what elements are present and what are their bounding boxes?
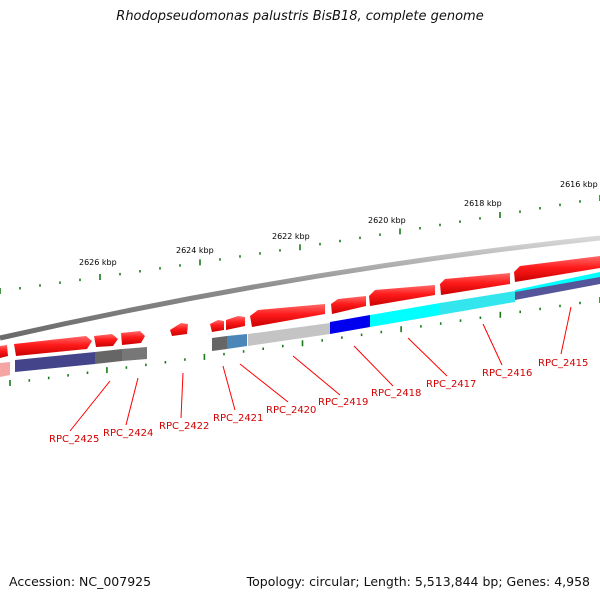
scale-tick-label: 2626 kbp [79,258,117,267]
leader-line [353,345,394,387]
cog-bar [95,349,122,364]
forward-strand-genes [0,256,600,358]
gene-arrow [210,320,224,332]
gene-label: RPC_2421 [213,413,263,424]
accession-text: Accession: NC_007925 [9,574,152,589]
gene-arrow [331,296,366,314]
scale-tick-labels: 2626 kbp 2624 kbp 2622 kbp 2620 kbp 2618… [79,180,598,267]
gene-arrow [250,304,325,327]
cog-bar [370,303,440,327]
gene-arrow [226,316,245,330]
gene-arrow [170,323,188,336]
gene-arrow [94,334,118,347]
gene-arrow [440,273,510,295]
gene-arrow [14,336,92,356]
gene-label: RPC_2415 [538,358,588,369]
scale-tick-label: 2620 kbp [368,216,406,225]
leader-line [292,355,341,396]
gene-label-leaders [69,306,572,432]
gene-labels: RPC_2425 RPC_2424 RPC_2422 RPC_2421 RPC_… [49,358,588,445]
scale-tick-label: 2618 kbp [464,199,502,208]
leader-line [222,365,236,411]
scale-ticks [0,195,600,294]
cog-bar [227,334,247,349]
cog-bar [0,362,10,377]
cog-bar [212,336,227,351]
gene-label: RPC_2416 [482,368,532,379]
scale-tick-label: 2624 kbp [176,246,214,255]
gene-label: RPC_2422 [159,421,209,432]
leader-line [69,380,111,432]
genome-summary-text: Topology: circular; Length: 5,513,844 bp… [246,574,590,589]
gene-arrow [369,285,435,306]
leader-line [482,323,503,366]
gene-label: RPC_2424 [103,428,153,439]
cog-bar [248,323,330,346]
scale-tick-label: 2622 kbp [272,232,310,241]
gene-label: RPC_2418 [371,388,421,399]
gene-arrow [121,331,145,345]
gene-label: RPC_2419 [318,397,368,408]
leader-line [239,363,289,403]
leader-line [125,377,139,426]
inner-ticks [9,297,600,386]
leader-line [180,372,184,419]
gene-arrow [0,345,8,358]
scale-tick-label: 2616 kbp [560,180,598,189]
gene-label: RPC_2425 [49,434,99,445]
cog-bars [0,272,600,377]
cog-bar [15,352,95,372]
genome-backbone [0,235,600,341]
gene-label: RPC_2417 [426,379,476,390]
cog-bar [330,315,370,334]
genome-title: Rhodopseudomonas palustris BisB18, compl… [116,9,484,24]
cog-bar [440,291,515,315]
cog-bar [122,347,147,361]
leader-line [407,337,448,377]
cog-bar [515,277,600,300]
leader-line [560,306,572,355]
gene-label: RPC_2420 [266,405,316,416]
gene-arrow [514,256,600,282]
